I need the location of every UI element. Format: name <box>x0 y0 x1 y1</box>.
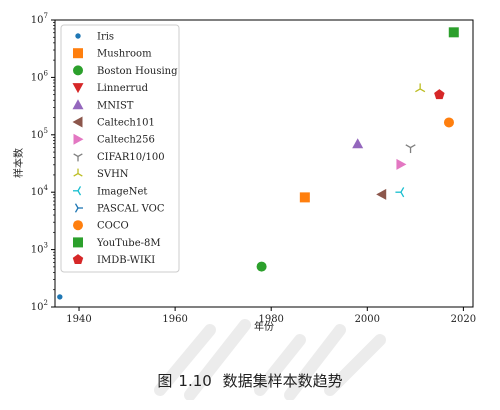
legend-label: Iris <box>97 32 114 43</box>
legend: Iris Mushroom Boston Housing Linnerrud MNIST… <box>60 24 180 273</box>
legend-marker-stroke <box>77 173 83 177</box>
legend-label: CIFAR10/100 <box>97 152 165 163</box>
legend-marker <box>73 153 83 162</box>
x-axis-label: 年份 <box>254 320 274 333</box>
legend-marker <box>75 33 81 39</box>
legend-marker <box>73 48 83 59</box>
data-point-stroke <box>419 88 426 93</box>
legend-marker-stroke <box>73 153 79 157</box>
x-tick-label: 1980 <box>258 314 283 325</box>
legend-label: SVHN <box>97 169 129 180</box>
data-point <box>443 117 454 128</box>
figure-caption: 图 1.10 数据集样本数趋势 <box>0 370 500 391</box>
data-point <box>376 188 387 200</box>
y-tick-label: 106 <box>31 69 49 83</box>
legend-item: Iris <box>75 32 114 43</box>
legend-label: IMDB-WIKI <box>97 255 155 266</box>
legend-item: SVHN <box>73 168 129 180</box>
legend-label: Caltech256 <box>97 135 155 146</box>
legend-label: YouTube-8M <box>96 238 161 249</box>
data-points <box>57 27 459 300</box>
legend-item: Boston Housing <box>73 65 178 77</box>
legend-label: COCO <box>97 221 129 232</box>
legend-item: IMDB-WIKI <box>72 254 155 266</box>
legend-item: CIFAR10/100 <box>73 152 165 163</box>
legend-label: PASCAL VOC <box>97 204 165 215</box>
data-point <box>415 83 426 93</box>
legend-label: MNIST <box>97 100 134 111</box>
legend-marker <box>72 99 84 110</box>
data-point-stroke <box>400 191 405 198</box>
legend-item: COCO <box>73 220 129 232</box>
x-tick-label: 2020 <box>451 314 476 325</box>
legend-item: Caltech256 <box>73 133 155 146</box>
legend-box <box>60 24 180 273</box>
legend-label: Caltech101 <box>97 118 155 129</box>
data-point <box>57 294 63 300</box>
legend-label: ImageNet <box>97 186 147 197</box>
data-point <box>352 138 364 149</box>
legend-label: Mushroom <box>97 49 152 60</box>
legend-marker <box>73 220 83 231</box>
legend-marker <box>73 133 84 145</box>
y-axis-label: 样本数 <box>12 148 25 178</box>
data-point-stroke <box>410 144 416 149</box>
legend-marker <box>73 168 83 177</box>
legend-marker-stroke <box>74 207 79 213</box>
caption-number: 1.10 <box>178 372 212 390</box>
y-tick-label: 105 <box>31 127 48 141</box>
legend-marker <box>72 83 84 94</box>
data-point <box>256 261 267 272</box>
x-tick-label: 2000 <box>355 314 380 325</box>
y-tick-label: 107 <box>31 12 48 26</box>
legend-marker <box>73 237 83 248</box>
legend-marker <box>73 186 82 196</box>
y-tick-label: 103 <box>31 242 48 256</box>
legend-item: Caltech101 <box>72 116 155 129</box>
x-tick-label: 1940 <box>66 314 91 325</box>
y-tick-label: 104 <box>31 184 49 198</box>
legend-label: Boston Housing <box>97 66 178 77</box>
data-point-stroke <box>400 187 405 193</box>
caption-text: 数据集样本数趋势 <box>222 372 343 390</box>
legend-item: ImageNet <box>73 186 147 197</box>
data-point <box>299 192 310 203</box>
legend-item: YouTube-8M <box>73 237 161 249</box>
legend-item: MNIST <box>72 99 134 111</box>
data-point <box>395 187 405 198</box>
legend-marker-stroke <box>77 153 83 157</box>
data-point <box>448 27 459 38</box>
legend-marker-stroke <box>73 173 79 177</box>
legend-marker <box>74 203 83 213</box>
data-point-stroke <box>415 88 421 93</box>
legend-label: Linnerrud <box>97 83 149 94</box>
y-axis: 102 103 104 105 106 107 <box>31 12 55 313</box>
caption-label: 图 <box>157 372 173 390</box>
legend-marker <box>72 254 84 265</box>
x-axis: 1940 1960 1980 2000 2020 <box>66 307 476 325</box>
legend-item: Mushroom <box>73 48 152 60</box>
legend-item: PASCAL VOC <box>74 203 165 215</box>
data-point <box>396 158 407 170</box>
legend-marker-stroke <box>77 190 82 196</box>
data-point <box>434 89 445 100</box>
data-point-stroke <box>405 144 411 149</box>
y-tick-label: 102 <box>31 299 48 313</box>
data-point <box>405 144 416 154</box>
legend-marker-stroke <box>74 203 79 209</box>
legend-marker-stroke <box>77 186 82 192</box>
legend-marker <box>72 116 83 128</box>
x-tick-label: 1960 <box>162 314 187 325</box>
legend-marker <box>73 65 83 76</box>
legend-item: Linnerrud <box>72 83 149 94</box>
